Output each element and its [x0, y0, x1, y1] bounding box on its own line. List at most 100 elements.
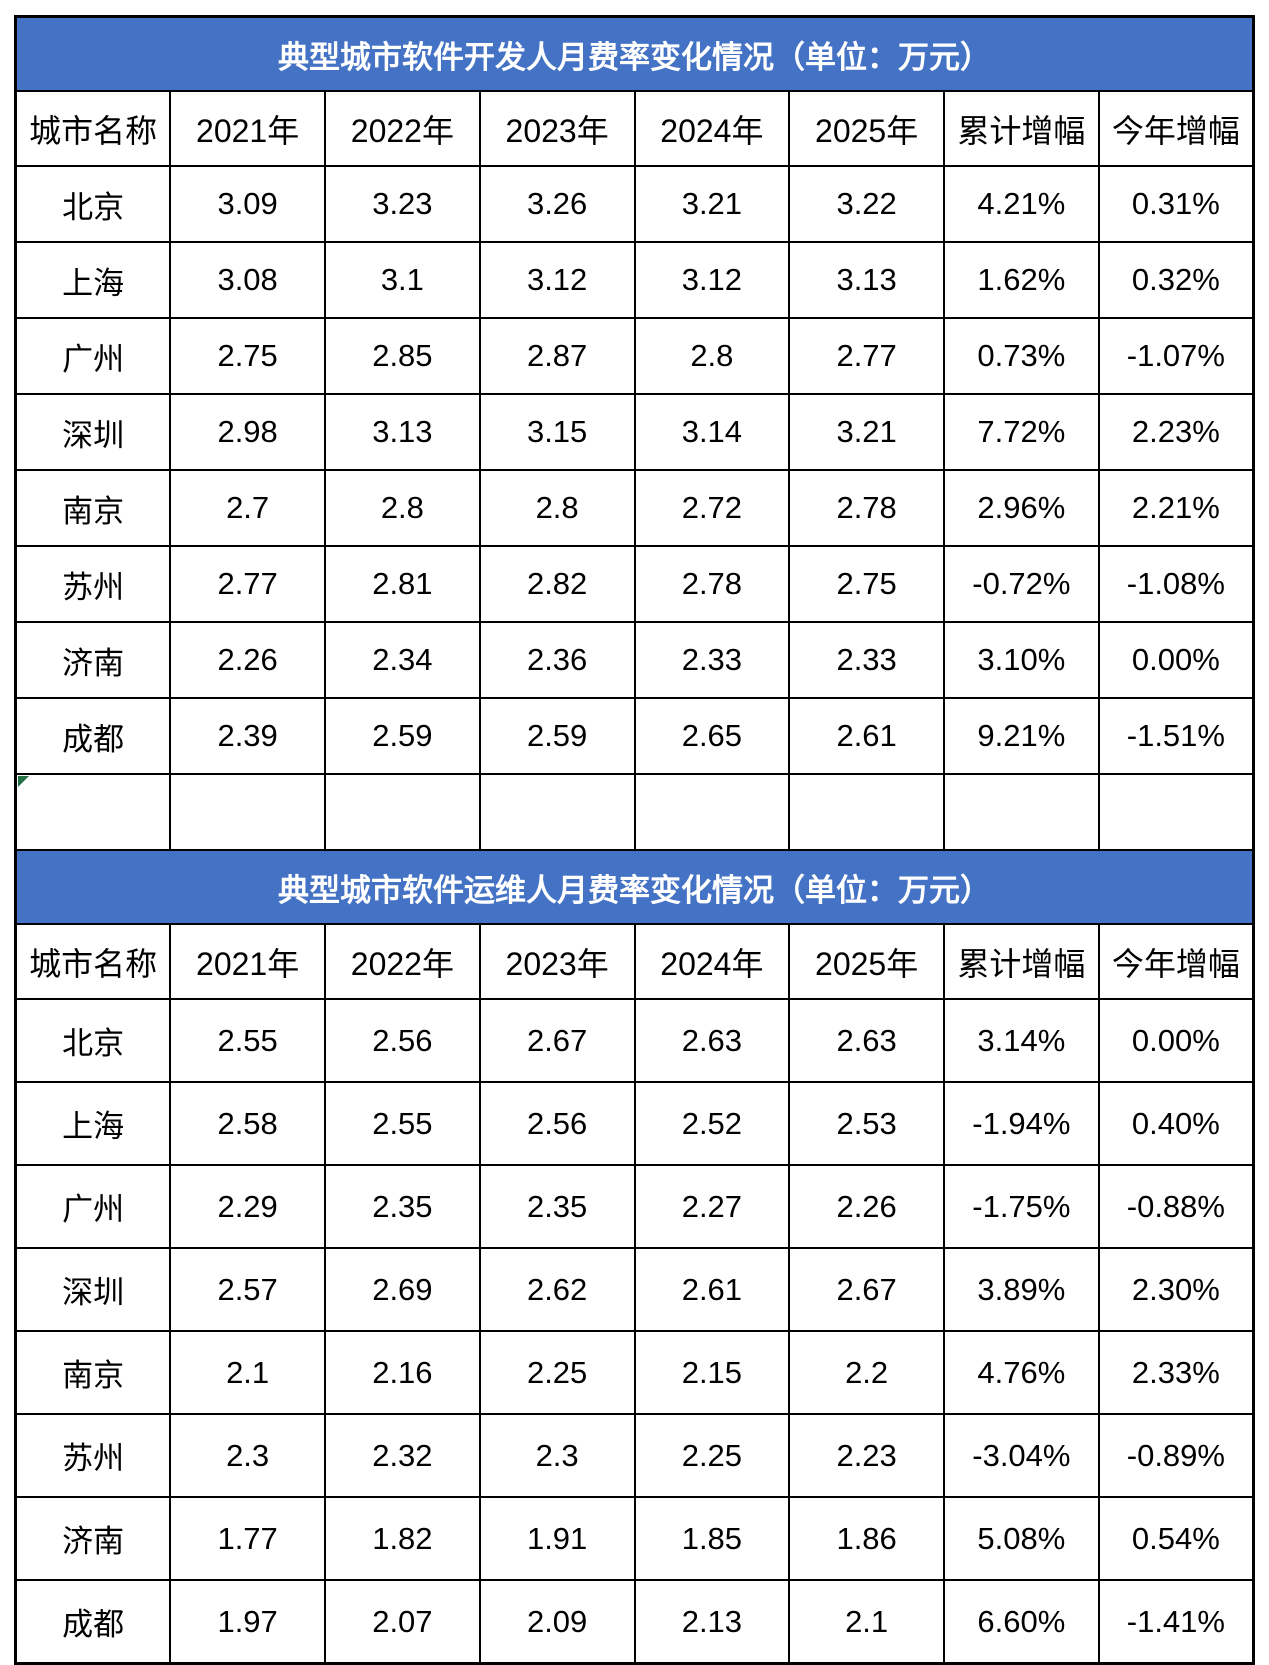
value-cell[interactable]: -0.72% — [943, 545, 1100, 623]
value-cell[interactable]: 2.67 — [478, 998, 636, 1083]
value-cell[interactable]: 3.15 — [478, 393, 636, 471]
value-cell[interactable]: 1.62% — [943, 241, 1100, 319]
value-cell[interactable]: 3.89% — [943, 1247, 1100, 1332]
value-cell[interactable]: 3.13 — [324, 393, 481, 471]
value-cell[interactable]: 2.3 — [169, 1413, 326, 1498]
value-cell[interactable]: 3.12 — [478, 241, 636, 319]
value-cell[interactable]: 3.1 — [324, 241, 481, 319]
value-cell[interactable]: 3.22 — [788, 165, 945, 243]
header-cell[interactable]: 2024年 — [633, 90, 791, 167]
value-cell[interactable]: 2.62 — [478, 1247, 636, 1332]
value-cell[interactable]: 2.13 — [633, 1579, 791, 1665]
header-cell[interactable]: 今年增幅 — [1097, 923, 1255, 1000]
value-cell[interactable]: 4.76% — [943, 1330, 1100, 1415]
city-cell[interactable]: 北京 — [14, 165, 172, 243]
value-cell[interactable]: 2.56 — [324, 998, 481, 1083]
header-cell[interactable]: 2025年 — [788, 90, 945, 167]
value-cell[interactable]: 2.58 — [169, 1081, 326, 1166]
value-cell[interactable]: 2.53 — [788, 1081, 945, 1166]
header-city-cell[interactable]: 城市名称 — [14, 923, 172, 1000]
value-cell[interactable]: 2.23% — [1097, 393, 1255, 471]
value-cell[interactable]: -1.41% — [1097, 1579, 1255, 1665]
value-cell[interactable]: 4.21% — [943, 165, 1100, 243]
value-cell[interactable]: -1.75% — [943, 1164, 1100, 1249]
value-cell[interactable]: 2.61 — [788, 697, 945, 775]
value-cell[interactable]: 5.08% — [943, 1496, 1100, 1581]
value-cell[interactable]: 0.00% — [1097, 621, 1255, 699]
value-cell[interactable]: 0.54% — [1097, 1496, 1255, 1581]
value-cell[interactable]: 2.77 — [169, 545, 326, 623]
value-cell[interactable]: 2.85 — [324, 317, 481, 395]
ops-table-title[interactable]: 典型城市软件运维人月费率变化情况（单位：万元） — [14, 849, 1255, 925]
value-cell[interactable]: 2.55 — [169, 998, 326, 1083]
value-cell[interactable]: 7.72% — [943, 393, 1100, 471]
value-cell[interactable]: 3.26 — [478, 165, 636, 243]
value-cell[interactable]: -1.07% — [1097, 317, 1255, 395]
value-cell[interactable]: 2.8 — [478, 469, 636, 547]
value-cell[interactable]: 1.82 — [324, 1496, 481, 1581]
empty-cell[interactable] — [788, 773, 945, 851]
value-cell[interactable]: 2.30% — [1097, 1247, 1255, 1332]
value-cell[interactable]: 2.25 — [478, 1330, 636, 1415]
value-cell[interactable]: 2.16 — [324, 1330, 481, 1415]
city-cell[interactable]: 成都 — [14, 697, 172, 775]
value-cell[interactable]: 2.39 — [169, 697, 326, 775]
city-cell[interactable]: 南京 — [14, 469, 172, 547]
value-cell[interactable]: 1.85 — [633, 1496, 791, 1581]
value-cell[interactable]: 2.81 — [324, 545, 481, 623]
value-cell[interactable]: 2.69 — [324, 1247, 481, 1332]
value-cell[interactable]: 2.82 — [478, 545, 636, 623]
header-cell[interactable]: 2025年 — [788, 923, 945, 1000]
value-cell[interactable]: -0.89% — [1097, 1413, 1255, 1498]
value-cell[interactable]: 3.10% — [943, 621, 1100, 699]
value-cell[interactable]: 2.35 — [478, 1164, 636, 1249]
city-cell[interactable]: 苏州 — [14, 545, 172, 623]
header-city-cell[interactable]: 城市名称 — [14, 90, 172, 167]
value-cell[interactable]: 2.87 — [478, 317, 636, 395]
value-cell[interactable]: 2.75 — [169, 317, 326, 395]
value-cell[interactable]: 2.72 — [633, 469, 791, 547]
value-cell[interactable]: 2.52 — [633, 1081, 791, 1166]
value-cell[interactable]: 0.73% — [943, 317, 1100, 395]
value-cell[interactable]: 2.65 — [633, 697, 791, 775]
value-cell[interactable]: 2.61 — [633, 1247, 791, 1332]
value-cell[interactable]: 2.32 — [324, 1413, 481, 1498]
value-cell[interactable]: 9.21% — [943, 697, 1100, 775]
value-cell[interactable]: 2.77 — [788, 317, 945, 395]
value-cell[interactable]: 2.07 — [324, 1579, 481, 1665]
value-cell[interactable]: 2.26 — [169, 621, 326, 699]
value-cell[interactable]: 2.78 — [788, 469, 945, 547]
value-cell[interactable]: 1.91 — [478, 1496, 636, 1581]
value-cell[interactable]: 0.31% — [1097, 165, 1255, 243]
city-cell[interactable]: 成都 — [14, 1579, 172, 1665]
value-cell[interactable]: 2.78 — [633, 545, 791, 623]
value-cell[interactable]: 3.21 — [633, 165, 791, 243]
empty-cell[interactable] — [943, 773, 1100, 851]
value-cell[interactable]: 2.35 — [324, 1164, 481, 1249]
value-cell[interactable]: 1.86 — [788, 1496, 945, 1581]
value-cell[interactable]: 2.23 — [788, 1413, 945, 1498]
value-cell[interactable]: 2.57 — [169, 1247, 326, 1332]
value-cell[interactable]: -1.08% — [1097, 545, 1255, 623]
header-cell[interactable]: 2021年 — [169, 90, 326, 167]
value-cell[interactable]: 2.29 — [169, 1164, 326, 1249]
value-cell[interactable]: 1.77 — [169, 1496, 326, 1581]
value-cell[interactable]: 3.13 — [788, 241, 945, 319]
value-cell[interactable]: 2.26 — [788, 1164, 945, 1249]
value-cell[interactable]: 2.7 — [169, 469, 326, 547]
empty-cell[interactable] — [324, 773, 481, 851]
value-cell[interactable]: 3.14 — [633, 393, 791, 471]
header-cell[interactable]: 累计增幅 — [943, 923, 1100, 1000]
value-cell[interactable]: 2.75 — [788, 545, 945, 623]
city-cell[interactable]: 济南 — [14, 1496, 172, 1581]
value-cell[interactable]: 2.25 — [633, 1413, 791, 1498]
value-cell[interactable]: 2.1 — [169, 1330, 326, 1415]
header-cell[interactable]: 2024年 — [633, 923, 791, 1000]
value-cell[interactable]: 2.2 — [788, 1330, 945, 1415]
value-cell[interactable]: 2.8 — [633, 317, 791, 395]
value-cell[interactable]: -1.94% — [943, 1081, 1100, 1166]
empty-cell[interactable] — [633, 773, 791, 851]
value-cell[interactable]: 3.14% — [943, 998, 1100, 1083]
value-cell[interactable]: 2.98 — [169, 393, 326, 471]
empty-cell[interactable] — [478, 773, 636, 851]
